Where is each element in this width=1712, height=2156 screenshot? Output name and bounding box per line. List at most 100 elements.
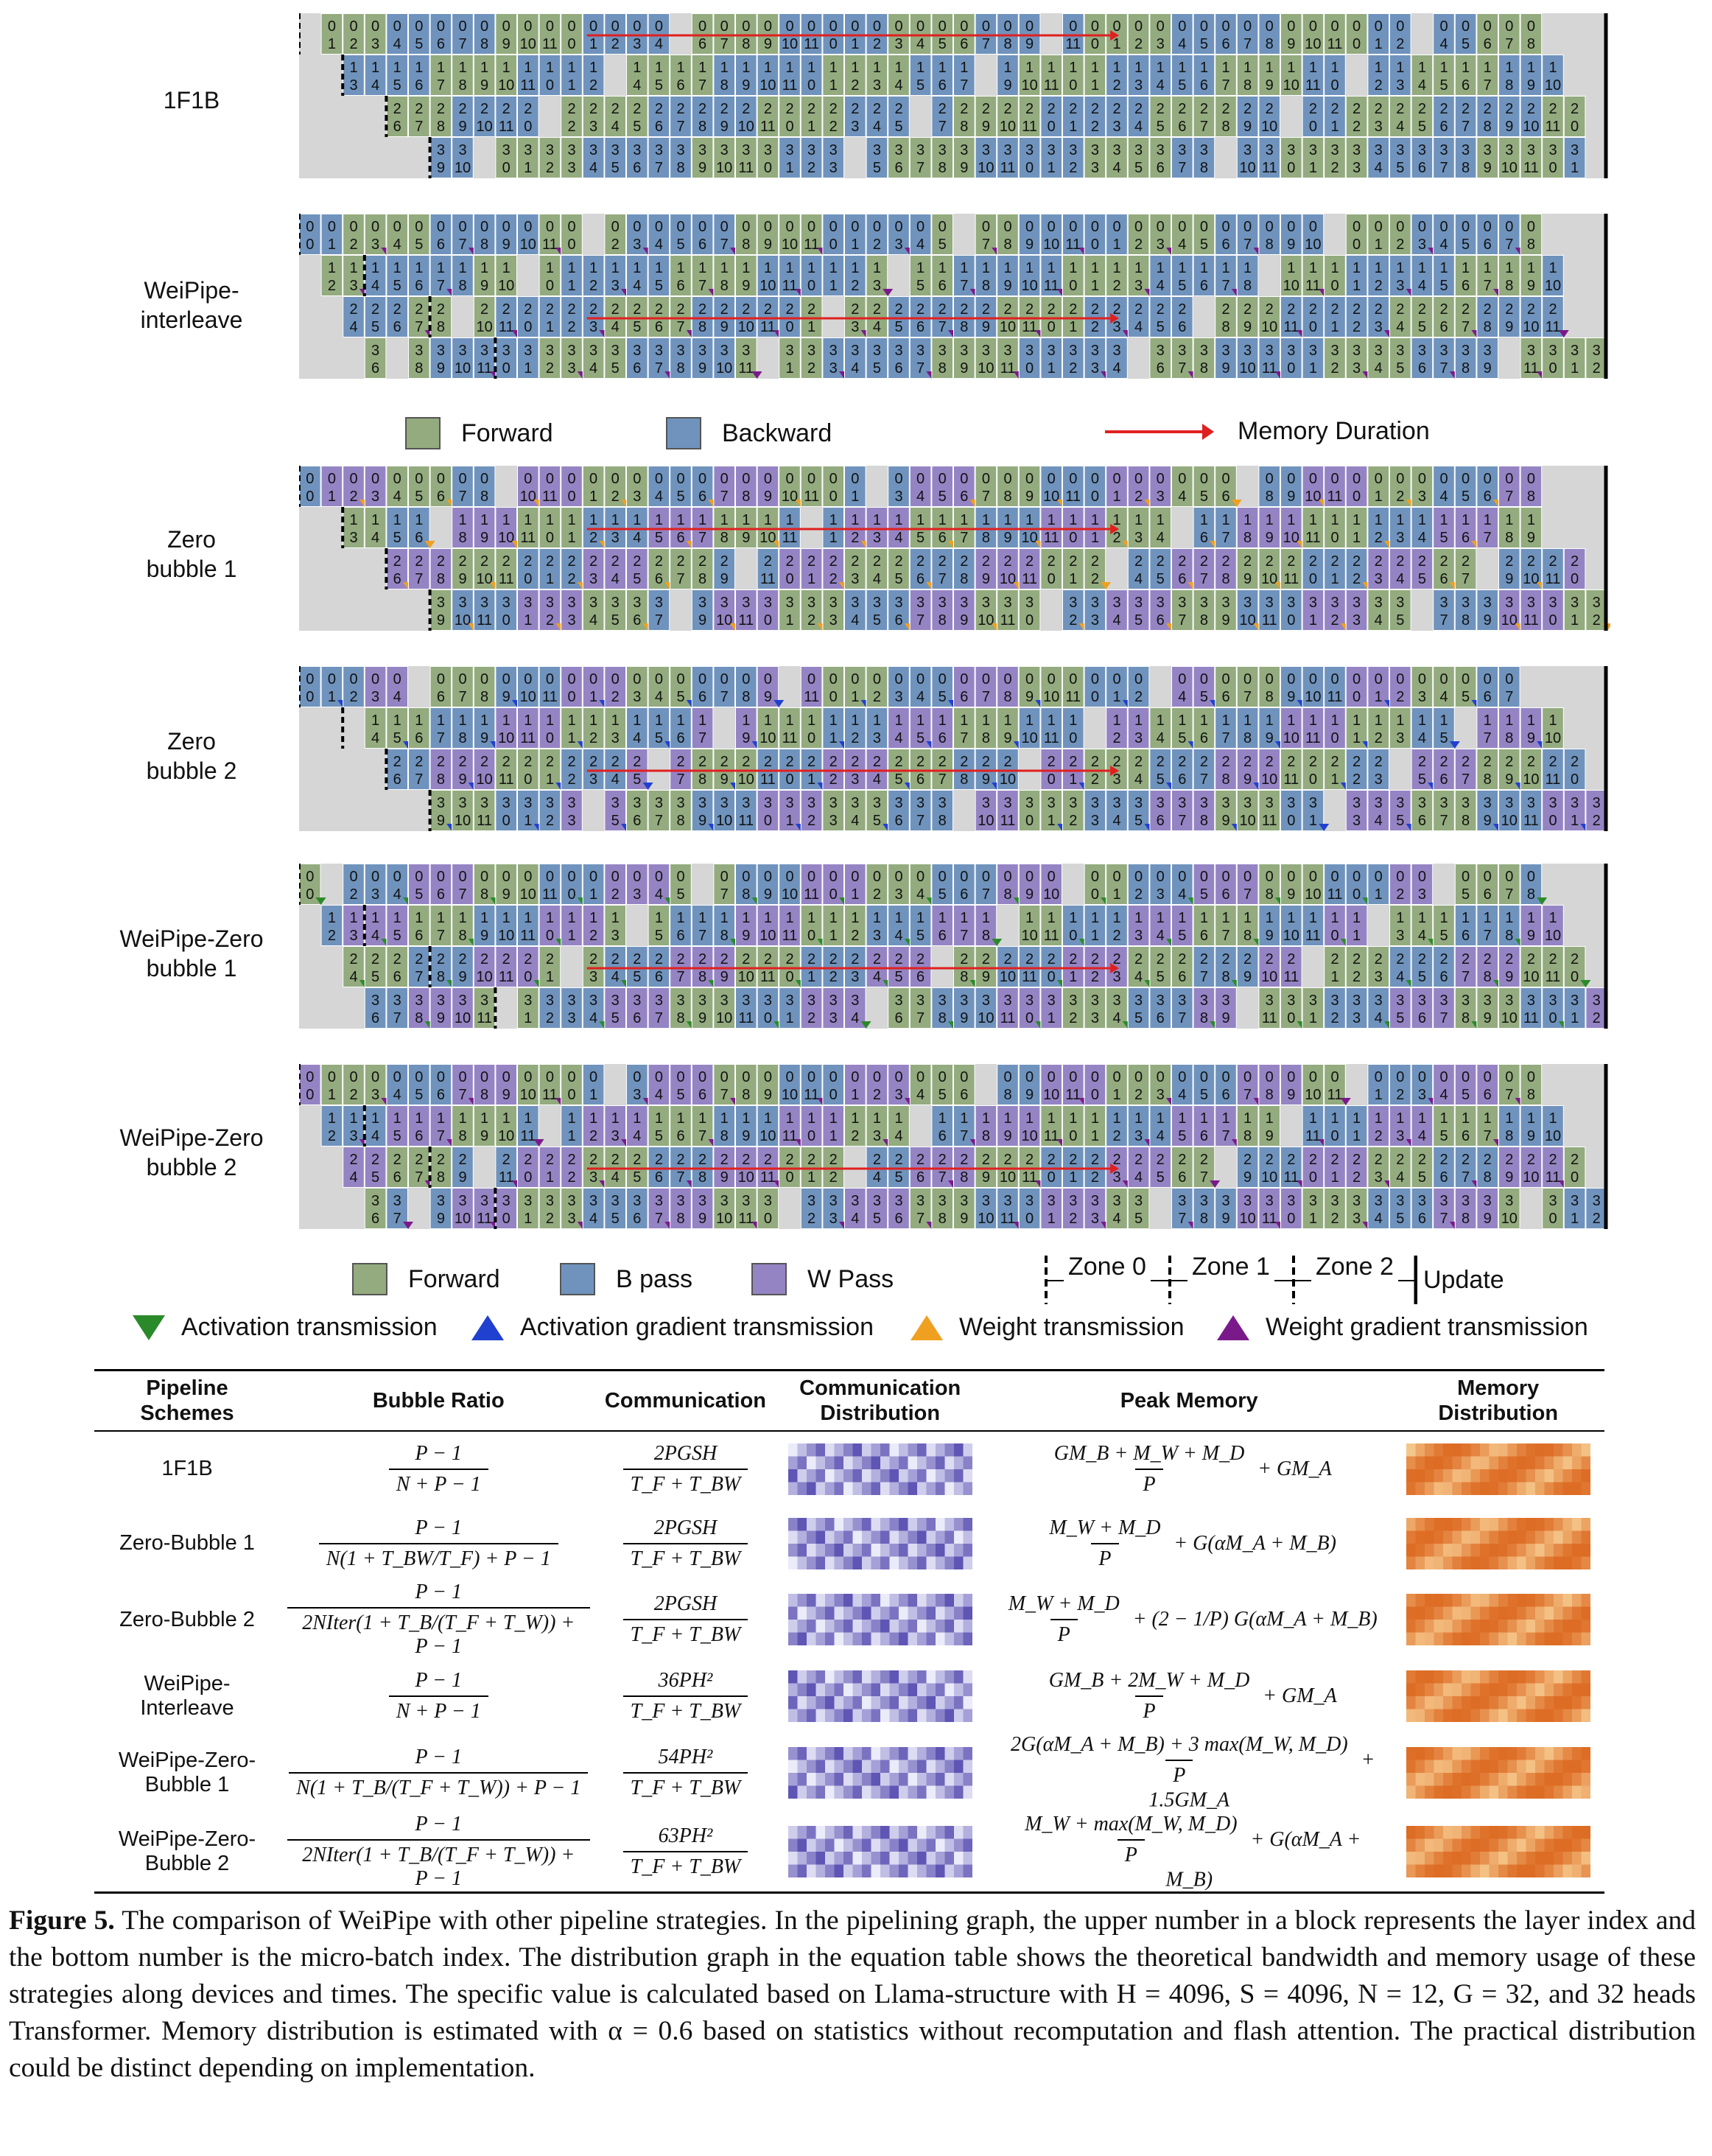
svg-text:8: 8 — [742, 489, 750, 505]
svg-text:0: 0 — [1091, 18, 1099, 35]
svg-text:0: 0 — [458, 18, 466, 35]
svg-text:1: 1 — [720, 260, 729, 276]
pipeline-block: 12 — [582, 255, 605, 296]
svg-text:0: 0 — [1505, 18, 1513, 35]
pipeline-block: 32 — [538, 337, 561, 379]
svg-text:3: 3 — [916, 142, 925, 158]
svg-text:1: 1 — [873, 910, 881, 926]
pipeline-block: 310 — [975, 589, 997, 631]
svg-text:3: 3 — [1157, 886, 1165, 903]
svg-text:11: 11 — [738, 813, 754, 829]
pipeline-block: 10 — [538, 55, 561, 96]
svg-text:1: 1 — [1439, 713, 1448, 729]
svg-text:0: 0 — [393, 671, 401, 687]
pipeline-block: 34 — [582, 337, 605, 379]
pipeline-block: 11 — [561, 255, 583, 296]
svg-text:5: 5 — [1178, 77, 1186, 94]
svg-text:4: 4 — [894, 928, 902, 944]
svg-text:2: 2 — [371, 951, 379, 967]
svg-text:3: 3 — [371, 36, 379, 52]
pipeline-block: 14 — [888, 55, 910, 96]
pipeline-block: 32 — [1062, 137, 1084, 178]
pipeline-block: 08 — [997, 666, 1019, 707]
svg-text:11: 11 — [1022, 319, 1037, 335]
svg-text:3: 3 — [633, 237, 641, 253]
svg-text:3: 3 — [1396, 530, 1404, 546]
mem-denominator: P — [1091, 1542, 1119, 1571]
pipeline-block: 13 — [604, 507, 626, 548]
svg-text:3: 3 — [1112, 319, 1120, 335]
pipeline-block: 38 — [670, 137, 692, 178]
svg-text:3: 3 — [589, 969, 597, 985]
pipeline-block: 05 — [1454, 466, 1477, 507]
pipeline-block: 12 — [1106, 55, 1128, 96]
svg-text:7: 7 — [1462, 969, 1470, 985]
svg-text:0: 0 — [567, 869, 575, 885]
svg-text:3: 3 — [982, 343, 990, 359]
pipeline-block: 21 — [538, 749, 561, 790]
svg-text:0: 0 — [1178, 671, 1186, 687]
svg-text:1: 1 — [1571, 612, 1579, 629]
transmission-triangle-icon — [1340, 1098, 1351, 1105]
pipeline-block: 01 — [320, 1064, 343, 1105]
svg-text:1: 1 — [1418, 260, 1426, 276]
svg-text:1: 1 — [1527, 60, 1535, 76]
pipeline-block: 110 — [1542, 55, 1564, 96]
svg-text:2: 2 — [437, 101, 445, 117]
pipeline-block: 14 — [1411, 507, 1434, 548]
svg-text:4: 4 — [1396, 319, 1404, 335]
svg-text:2: 2 — [1048, 301, 1056, 318]
pipeline-block: 09 — [757, 466, 779, 507]
svg-text:8: 8 — [458, 530, 466, 546]
svg-text:1: 1 — [1025, 713, 1034, 729]
svg-text:3: 3 — [458, 795, 466, 811]
svg-text:5: 5 — [1439, 278, 1448, 294]
svg-text:8: 8 — [1200, 360, 1208, 377]
svg-text:3: 3 — [1462, 595, 1470, 611]
svg-text:3: 3 — [1375, 993, 1383, 1009]
svg-text:1: 1 — [393, 713, 401, 729]
svg-text:3: 3 — [785, 142, 793, 158]
svg-text:0: 0 — [982, 471, 990, 487]
svg-text:8: 8 — [458, 77, 466, 94]
svg-text:1: 1 — [829, 278, 838, 294]
svg-text:1: 1 — [1091, 530, 1099, 546]
svg-text:6: 6 — [916, 571, 925, 587]
svg-text:3: 3 — [480, 795, 488, 811]
scheme-label-weipipe-zero-bubble-1: WeiPipe-Zero bubble 1 — [119, 925, 264, 981]
pipeline-block: 16 — [670, 707, 692, 749]
svg-text:0: 0 — [873, 671, 881, 687]
pipeline-block: 15 — [386, 1105, 409, 1147]
pipeline-block: 310 — [1498, 137, 1520, 178]
svg-text:0: 0 — [1178, 219, 1186, 235]
pipeline-block: 27 — [670, 749, 692, 790]
svg-text:5: 5 — [1157, 571, 1165, 587]
pipeline-block: 26 — [909, 946, 932, 987]
svg-text:10: 10 — [1283, 278, 1299, 294]
pipeline-block: 37 — [1433, 790, 1455, 831]
svg-text:1: 1 — [1091, 60, 1099, 76]
svg-text:0: 0 — [1025, 160, 1034, 176]
pipeline-block: 38 — [1454, 1188, 1477, 1229]
svg-text:0: 0 — [546, 18, 554, 35]
svg-text:2: 2 — [1330, 160, 1339, 176]
pipeline-block: 24 — [866, 548, 888, 589]
svg-text:0: 0 — [1048, 969, 1056, 985]
svg-text:2: 2 — [349, 1087, 357, 1103]
transmission-triangle-icon — [533, 1139, 544, 1147]
pipeline-block: 33 — [1345, 790, 1368, 831]
svg-text:3: 3 — [1112, 142, 1120, 158]
pipeline-block: 28 — [953, 96, 975, 137]
svg-text:2: 2 — [1330, 101, 1339, 117]
svg-text:3: 3 — [1134, 530, 1143, 546]
svg-text:1: 1 — [589, 60, 597, 76]
pipeline-block: 28 — [691, 749, 714, 790]
svg-text:2: 2 — [1157, 101, 1165, 117]
svg-text:0: 0 — [1571, 771, 1579, 788]
pipeline-diagram-weipipe-interleave: 0 0 0 1 0 2 0 3 0 4 0 5 0 6 0 7 0 8 0 9 0 10 0 11 0 0 0 2 0 3 0 4 0 5 0 6 0 7… — [299, 214, 1610, 385]
svg-text:7: 7 — [655, 1010, 663, 1026]
pipeline-block: 27 — [670, 548, 692, 589]
pipeline-block: 35 — [604, 1188, 626, 1229]
svg-text:1: 1 — [502, 60, 511, 76]
svg-text:10: 10 — [1239, 360, 1255, 377]
